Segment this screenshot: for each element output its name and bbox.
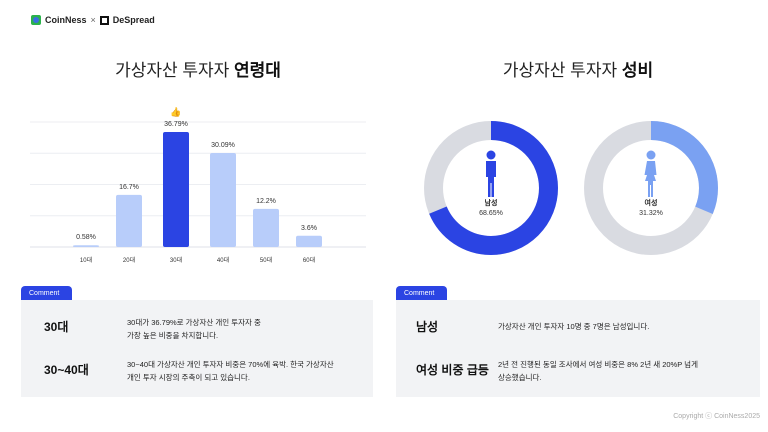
despread-logo-icon	[99, 15, 109, 25]
age-bar-chart: 0.58% 10대 16.7% 20대 36.79% 30대 👍 30.09% 40대 12.2%…	[30, 106, 366, 264]
bar-40대	[210, 152, 236, 247]
bar-value-label: 12.2%	[256, 198, 276, 205]
bar-50대	[253, 208, 279, 247]
comment-tab-right: Comment	[396, 286, 447, 300]
donut-category-label: 남성	[485, 198, 498, 207]
bar-value-label: 16.7%	[119, 184, 139, 191]
donut-value-label: 31.32%	[639, 210, 663, 217]
brand-separator: ×	[90, 15, 96, 25]
female-icon	[644, 150, 657, 197]
comment-label: 30~40대	[44, 363, 89, 377]
comment-box-right	[396, 300, 760, 397]
x-tick-label: 50대	[260, 256, 272, 264]
donut-value-label: 68.65%	[479, 210, 503, 217]
comment-label: 남성	[416, 320, 439, 334]
comment-desc: 30대가 36.79%로 가상자산 개인 투자자 중 가장 높은 비중을 차지합니…	[127, 318, 261, 340]
comment-tab-left: Comment	[21, 286, 72, 300]
brand-coinness: CoinNess	[45, 15, 87, 25]
x-tick-label: 60대	[303, 256, 315, 264]
brand-logo: CoinNess × DeSpread	[31, 15, 155, 25]
copyright: Copyright ⓒ CoinNess2025	[673, 413, 760, 420]
gender-chart-title: 가상자산 투자자 성비	[502, 61, 654, 80]
bar-value-label: 30.09%	[211, 142, 235, 149]
x-tick-label: 30대	[170, 256, 182, 264]
gender-donut-charts: 남성 68.65% 여성 31.32%	[424, 121, 718, 255]
bar-60대	[296, 235, 322, 247]
donut-slice-female	[584, 121, 718, 255]
comment-desc: 30~40대 가상자산 개인 투자자 비중은 70%에 육박. 한국 가상자산 개…	[127, 360, 334, 382]
thumbs-up-icon: 👍	[170, 106, 181, 117]
brand-despread: DeSpread	[112, 15, 155, 25]
x-tick-label: 10대	[80, 256, 92, 264]
comment-desc: 2년 전 진행된 동일 조사에서 여성 비중은 8% 2년 새 20%P 넘게 상…	[498, 360, 698, 382]
male-icon	[486, 150, 496, 197]
comment-desc: 가상자산 개인 투자자 10명 중 7명은 남성입니다.	[498, 322, 650, 331]
bar-30대	[163, 132, 189, 247]
comment-label: 30대	[44, 320, 69, 334]
x-tick-label: 20대	[123, 256, 135, 264]
age-chart-title: 가상자산 투자자 연령대	[115, 61, 281, 80]
bar-20대	[116, 194, 142, 247]
bar-10대	[73, 245, 99, 247]
bar-value-label: 3.6%	[301, 225, 317, 232]
donut-slice-male	[424, 121, 558, 255]
coinness-logo-icon	[31, 15, 41, 25]
donut-category-label: 여성	[645, 198, 658, 207]
comment-box-left	[21, 300, 373, 397]
x-tick-label: 40대	[217, 256, 229, 264]
comment-label: 여성 비중 급등	[416, 363, 489, 377]
bar-value-label: 36.79%	[164, 121, 188, 128]
bar-value-label: 0.58%	[76, 234, 96, 241]
